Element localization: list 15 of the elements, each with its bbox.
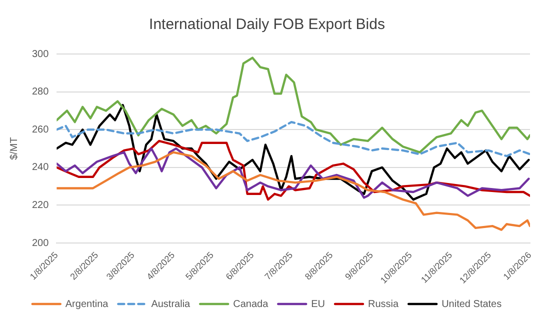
- legend-label: Argentina: [65, 298, 109, 310]
- y-tick-label: 200: [32, 238, 50, 249]
- legend-label: Australia: [151, 298, 191, 310]
- y-tick-label: 240: [32, 162, 50, 174]
- line-series: [56, 120, 530, 158]
- legend-label: Russia: [368, 298, 400, 310]
- legend-label: Canada: [233, 298, 269, 310]
- y-tick-label: 280: [32, 86, 50, 98]
- chart-title: International Daily FOB Export Bids: [149, 16, 385, 34]
- legend-label: EU: [311, 298, 326, 310]
- y-tick-label: 260: [32, 124, 50, 136]
- y-axis-title: $/MT: [8, 137, 20, 160]
- legend-label: United States: [442, 298, 502, 310]
- y-tick-label: 220: [32, 200, 50, 211]
- y-tick-label: 300: [32, 48, 50, 60]
